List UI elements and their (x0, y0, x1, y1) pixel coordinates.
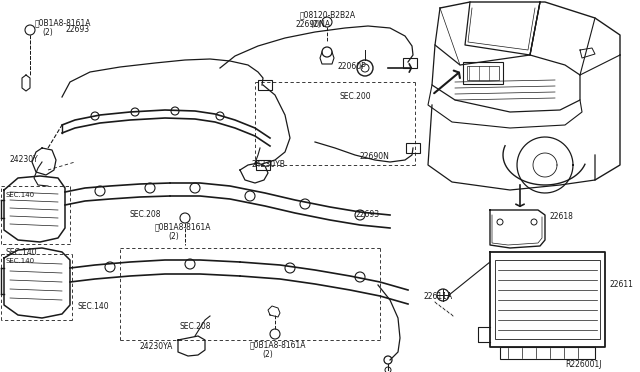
Text: 0B1A8-8161A: 0B1A8-8161A (155, 222, 211, 231)
Bar (406, 143, 420, 153)
Text: SEC.200: SEC.200 (340, 92, 372, 101)
Text: 22693: 22693 (65, 25, 89, 34)
Bar (495, 260, 600, 339)
Text: 22611: 22611 (610, 280, 634, 289)
Text: (2): (2) (310, 20, 321, 29)
Circle shape (355, 272, 365, 282)
Text: 22690N: 22690N (360, 152, 390, 161)
Text: 22611A: 22611A (424, 292, 453, 301)
Bar (500, 347, 595, 359)
Circle shape (285, 263, 295, 273)
Text: 24230YA: 24230YA (140, 342, 173, 351)
Circle shape (171, 107, 179, 115)
Bar (403, 58, 417, 68)
Text: 22618: 22618 (550, 212, 574, 221)
Text: (2): (2) (168, 232, 179, 241)
Text: SEC.140: SEC.140 (5, 192, 34, 198)
Circle shape (95, 186, 105, 196)
Text: SEC.140: SEC.140 (5, 258, 34, 264)
Text: SEC.208: SEC.208 (130, 210, 161, 219)
Circle shape (355, 210, 365, 220)
Text: SEC.208: SEC.208 (180, 322, 211, 331)
Circle shape (185, 259, 195, 269)
Bar (258, 80, 272, 90)
Circle shape (216, 112, 224, 120)
Text: 24230Y: 24230Y (10, 155, 39, 164)
Text: SEC.140: SEC.140 (5, 248, 36, 257)
Bar (256, 160, 270, 170)
Text: (2): (2) (262, 350, 273, 359)
Text: 22060P: 22060P (338, 62, 367, 71)
Text: 24230YB: 24230YB (252, 160, 286, 169)
Circle shape (105, 262, 115, 272)
Bar (467, 66, 499, 80)
Text: 0B1A8-8161A: 0B1A8-8161A (250, 340, 307, 349)
Circle shape (245, 191, 255, 201)
Circle shape (91, 112, 99, 120)
Text: 22690NA: 22690NA (295, 20, 330, 29)
Text: 22693: 22693 (355, 210, 379, 219)
Text: 08120-B2B2A: 08120-B2B2A (300, 10, 356, 19)
Circle shape (131, 108, 139, 116)
Circle shape (145, 183, 155, 193)
Circle shape (190, 183, 200, 193)
Text: R226001J: R226001J (565, 360, 602, 369)
Text: SEC.140: SEC.140 (78, 302, 109, 311)
Circle shape (300, 199, 310, 209)
Bar (463, 62, 503, 84)
Text: 0B1A8-8161A: 0B1A8-8161A (35, 18, 92, 27)
Text: (2): (2) (42, 28, 52, 37)
